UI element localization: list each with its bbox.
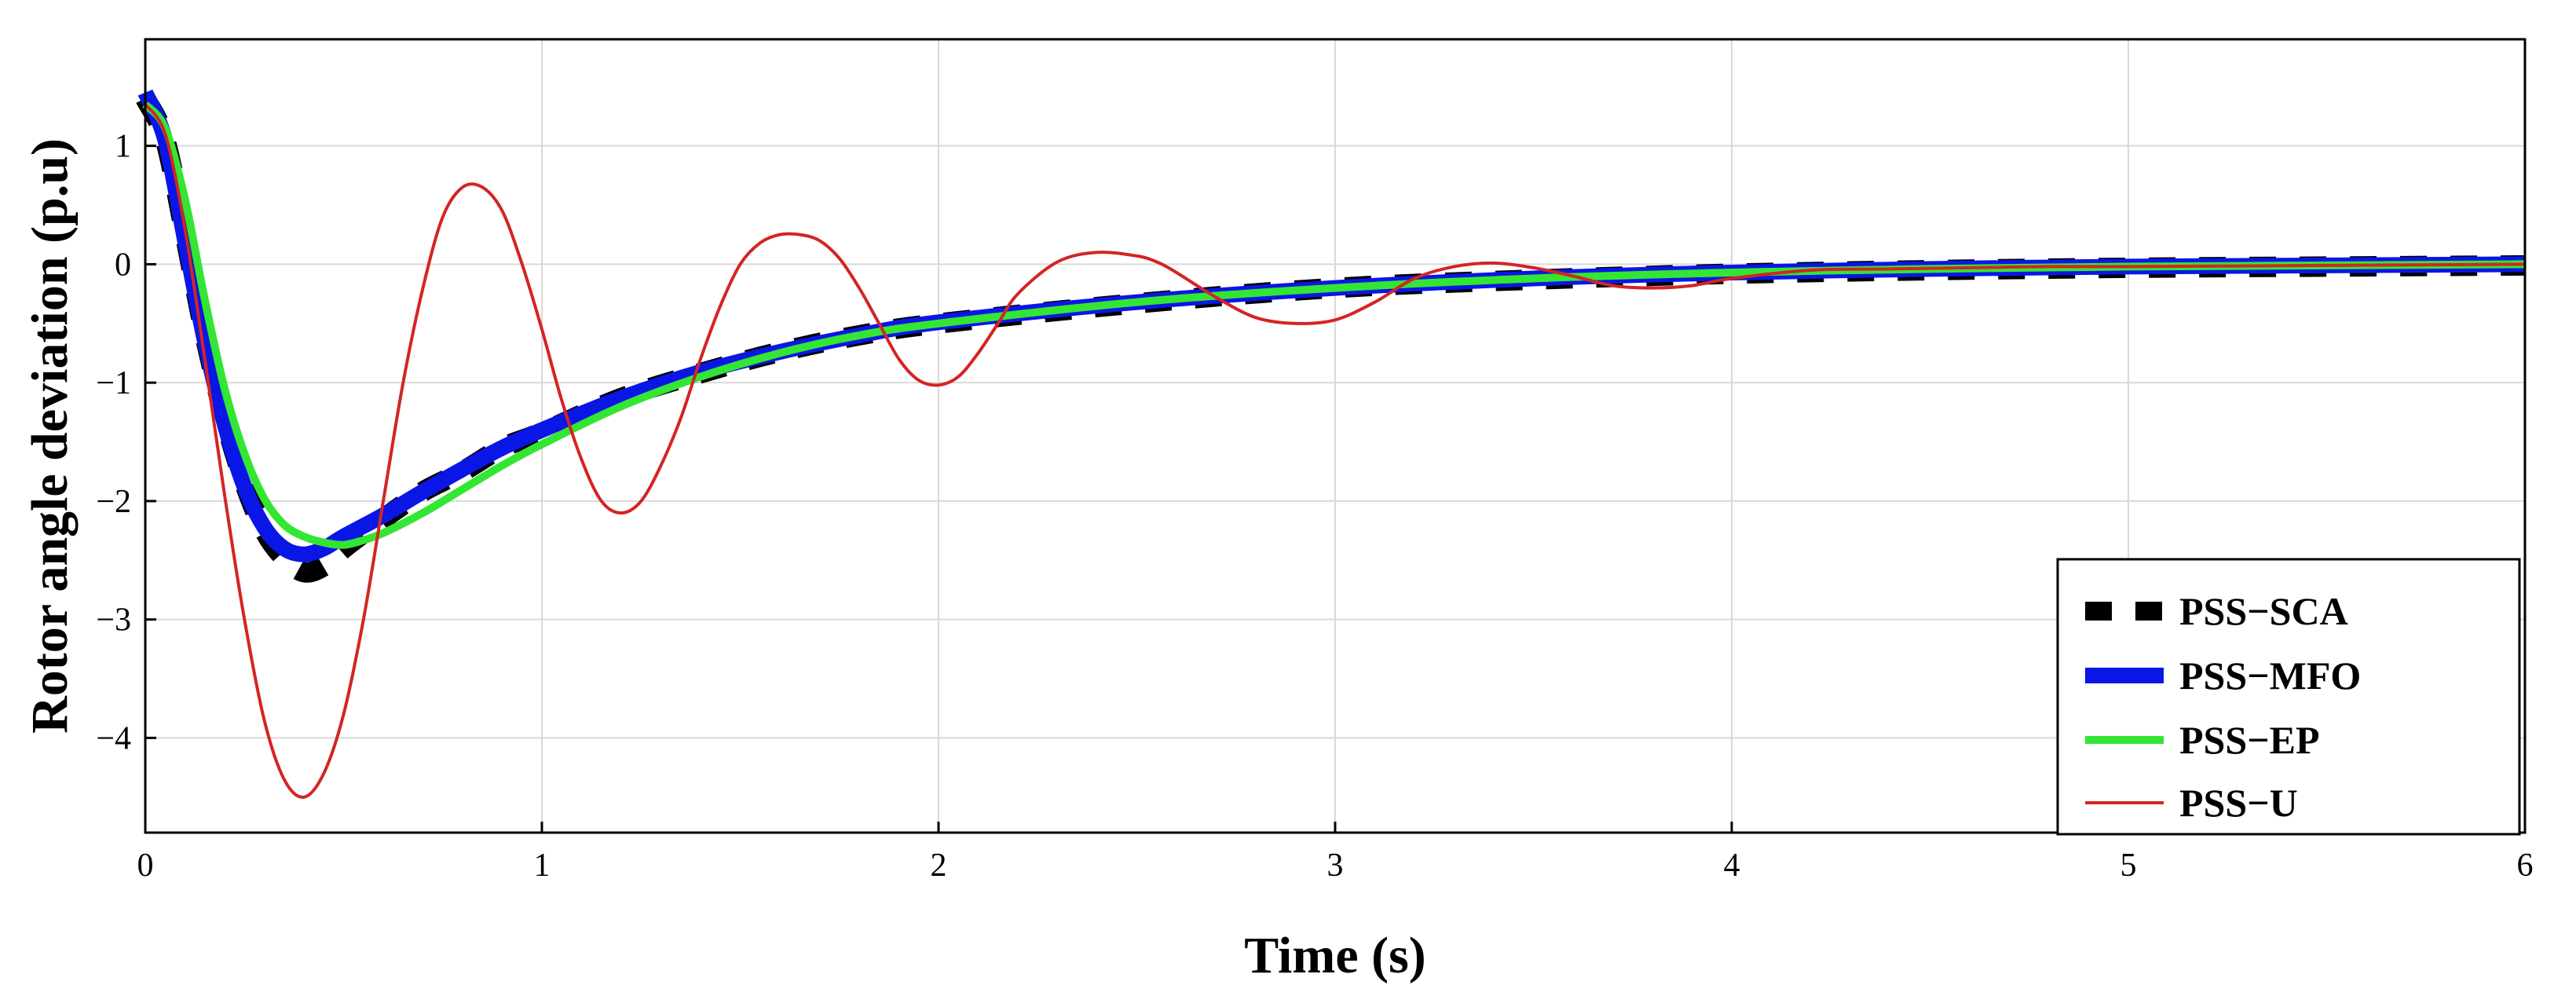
x-tick-label: 1 <box>534 848 551 884</box>
series-line-4 <box>144 103 2526 799</box>
y-tick-label: −2 <box>96 484 131 520</box>
x-tick-label: 0 <box>137 848 154 884</box>
y-tick-label: −3 <box>96 602 131 639</box>
series-layer <box>136 89 2526 799</box>
y-tick-label: −4 <box>96 720 131 756</box>
legend-label: PSS−U <box>2179 781 2298 825</box>
y-tick-label: 0 <box>115 247 131 283</box>
x-tick-label: 3 <box>1327 848 1344 884</box>
y-axis-title: Rotor angle deviation (p.u) <box>21 138 79 734</box>
legend-label: PSS−EP <box>2179 718 2320 762</box>
legend-label: PSS−SCA <box>2179 589 2348 633</box>
x-axis-title: Time (s) <box>1244 927 1426 984</box>
y-tick-label: −1 <box>96 365 131 401</box>
legend-label: PSS−MFO <box>2179 654 2361 698</box>
x-axis-ticks: 0 1 2 3 4 5 6 <box>137 822 2534 884</box>
x-tick-label: 5 <box>2120 848 2137 884</box>
legend-box <box>2056 558 2521 836</box>
y-tick-label: 1 <box>115 129 131 165</box>
legend: PSS−SCA PSS−MFO PSS−EP PSS−U <box>2056 558 2521 836</box>
x-tick-label: 4 <box>1724 848 1740 884</box>
x-tick-label: 2 <box>931 848 947 884</box>
y-axis-ticks: 1 0 −1 −2 −3 −4 <box>96 129 156 756</box>
x-tick-label: 6 <box>2517 848 2534 884</box>
